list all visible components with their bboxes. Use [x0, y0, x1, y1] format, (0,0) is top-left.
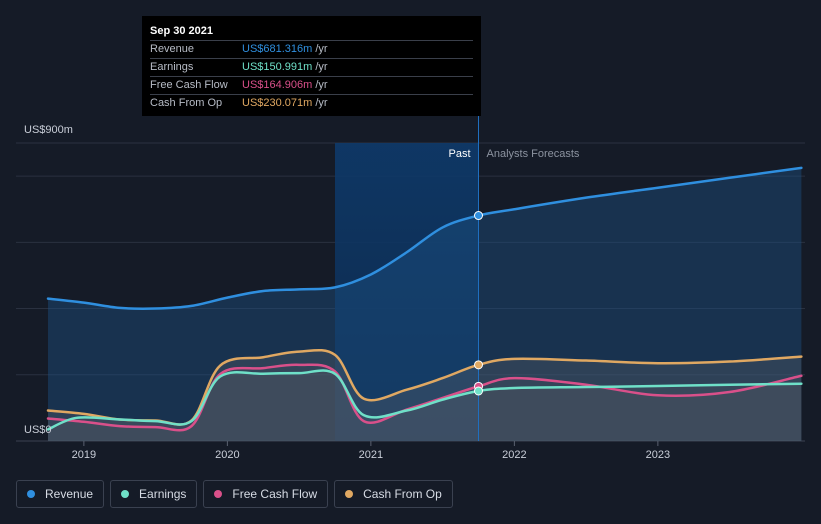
earnings-marker: [474, 386, 483, 396]
tooltip-unit: /yr: [315, 79, 328, 91]
free-cash-flow-area: [48, 364, 802, 441]
cash-from-op-marker: [474, 360, 483, 370]
x-axis: 2019 2020 2021 2022 2023: [72, 441, 670, 461]
legend: Revenue Earnings Free Cash Flow Cash Fro…: [16, 480, 453, 508]
tooltip-value: US$681.316m: [242, 43, 313, 55]
tooltip-unit: /yr: [315, 61, 328, 73]
tooltip-label: Revenue: [150, 43, 195, 55]
legend-item-cash-from-op[interactable]: Cash From Op: [334, 480, 453, 508]
y-axis-max-label: US$900m: [24, 124, 73, 136]
legend-label: Revenue: [45, 487, 94, 501]
legend-item-revenue[interactable]: Revenue: [16, 480, 105, 508]
cash-from-op-dot-icon: [345, 490, 354, 498]
tooltip-label: Free Cash Flow: [150, 79, 228, 91]
tooltip-label: Cash From Op: [150, 97, 223, 109]
tooltip-label: Earnings: [150, 61, 194, 73]
x-tick-label: 2019: [72, 449, 96, 461]
free-cash-flow-line: [46, 363, 803, 432]
tooltip-value: US$230.071m: [242, 97, 313, 109]
tooltip-row-earnings: Earnings US$150.991m /yr: [150, 58, 473, 76]
x-tick-label: 2023: [646, 449, 670, 461]
past-label: Past: [448, 148, 470, 160]
legend-label: Cash From Op: [363, 487, 442, 501]
tooltip-value: US$150.991m: [242, 61, 313, 73]
tooltip-date: Sep 30 2021: [150, 25, 213, 37]
legend-item-earnings[interactable]: Earnings: [110, 480, 198, 508]
tooltip-row-revenue: Revenue US$681.316m /yr: [150, 40, 473, 58]
tooltip-row-free-cash-flow: Free Cash Flow US$164.906m /yr: [150, 76, 473, 94]
legend-label: Free Cash Flow: [232, 487, 318, 501]
tooltip-row-cash-from-op: Cash From Op US$230.071m /yr: [150, 94, 473, 112]
series-lines: [46, 166, 803, 432]
tooltip-unit: /yr: [315, 97, 328, 109]
x-tick-label: 2022: [502, 449, 526, 461]
forecast-label: Analysts Forecasts: [487, 148, 580, 160]
earnings-dot-icon: [121, 490, 130, 498]
current-markers: [474, 211, 483, 396]
revenue-dot-icon: [27, 490, 35, 498]
earnings-line: [46, 369, 803, 431]
revenue-line: [46, 166, 803, 311]
legend-label: Earnings: [139, 487, 187, 501]
x-tick-label: 2021: [359, 449, 383, 461]
tooltip-value: US$164.906m: [242, 79, 313, 91]
y-axis-min-label: US$0: [24, 424, 52, 436]
legend-item-free-cash-flow[interactable]: Free Cash Flow: [203, 480, 329, 508]
revenue-marker: [474, 211, 483, 221]
tooltip: Sep 30 2021 Revenue US$681.316m /yr Earn…: [142, 16, 481, 116]
past-highlight: [335, 143, 479, 441]
tooltip-unit: /yr: [315, 43, 328, 55]
free-cash-flow-dot-icon: [214, 490, 223, 498]
x-tick-label: 2020: [215, 449, 239, 461]
